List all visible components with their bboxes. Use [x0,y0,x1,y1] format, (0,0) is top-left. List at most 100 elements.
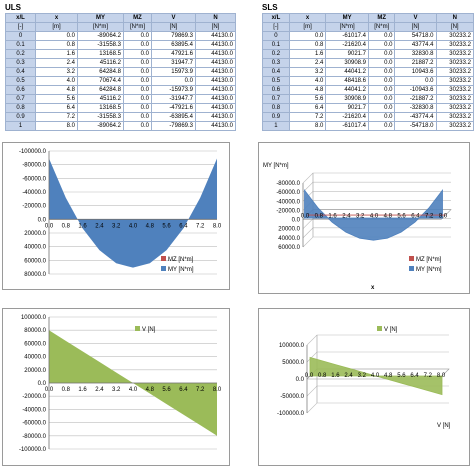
table-cell[interactable]: 30233.2 [435,85,474,95]
table-cell[interactable]: 30233.2 [435,67,474,77]
table-cell[interactable]: 10943.6 [394,67,437,77]
table-cell[interactable]: [m] [35,22,78,32]
table-cell[interactable]: -54718.0 [394,121,437,131]
table-cell[interactable]: 0.0 [123,31,152,41]
sls-moment-chart[interactable]: -80000.0 -60000.0 -40000.0 -20000.0 0.0 20000… [258,142,470,294]
table-cell[interactable]: 0.8 [262,103,290,113]
table-cell[interactable]: 0.7 [262,94,290,104]
table-cell[interactable]: -21887.2 [394,94,437,104]
table-cell[interactable]: -31558.3 [77,40,124,50]
table-cell[interactable]: 44041.2 [325,67,370,77]
table-cell[interactable]: 0.9 [262,112,290,122]
table-cell[interactable]: 4.8 [35,85,78,95]
table-cell[interactable]: 0.0 [368,94,396,104]
table-cell[interactable]: -43774.4 [394,112,437,122]
table-cell[interactable]: -79869.3 [151,121,196,131]
table-cell[interactable]: 0.0 [368,103,396,113]
table-cell[interactable]: 1 [262,121,290,131]
table-cell[interactable]: 0.4 [262,67,290,77]
table-cell[interactable]: 0.0 [368,58,396,68]
table-cell[interactable]: 30908.9 [325,94,370,104]
table-cell[interactable]: 0.0 [151,76,196,86]
table-cell[interactable]: 0.0 [123,85,152,95]
table-cell[interactable]: 7.2 [35,112,78,122]
table-cell[interactable]: 30233.2 [435,40,474,50]
table-cell[interactable]: 15973.9 [151,67,196,77]
table-cell[interactable]: MZ [123,13,152,23]
table-cell[interactable]: -15973.9 [151,85,196,95]
table-cell[interactable]: [N*m] [325,22,370,32]
table-cell[interactable]: 0.6 [5,85,36,95]
table-cell[interactable]: 6.4 [288,103,327,113]
table-cell[interactable]: 30233.2 [435,49,474,59]
table-cell[interactable]: 0.0 [123,121,152,131]
table-cell[interactable]: 13168.5 [77,103,124,113]
table-cell[interactable]: [N*m] [123,22,152,32]
table-cell[interactable]: -89064.2 [77,121,124,131]
uls-shear-chart[interactable]: 100000.0 80000.0 60000.0 40000.0 20000.0 0.0-… [2,308,230,466]
table-cell[interactable]: 5.6 [288,94,327,104]
table-cell[interactable]: 44130.0 [195,67,236,77]
table-cell[interactable]: [N] [394,22,437,32]
table-cell[interactable]: 0.0 [368,49,396,59]
table-cell[interactable]: 13168.5 [77,49,124,59]
table-cell[interactable]: 70674.4 [77,76,124,86]
table-cell[interactable]: x/L [5,13,36,23]
table-cell[interactable]: 0.0 [394,76,437,86]
table-cell[interactable]: 1.6 [35,49,78,59]
table-cell[interactable]: -10943.6 [394,85,437,95]
table-cell[interactable]: 48418.6 [325,76,370,86]
table-cell[interactable]: 0.6 [262,85,290,95]
table-cell[interactable]: [-] [262,22,290,32]
table-cell[interactable]: 0.8 [5,103,36,113]
table-cell[interactable]: x [35,13,78,23]
table-cell[interactable]: 44130.0 [195,76,236,86]
table-cell[interactable]: 0.0 [123,94,152,104]
table-cell[interactable]: 0.8 [35,40,78,50]
table-cell[interactable]: 0.0 [35,31,78,41]
table-cell[interactable]: 30233.2 [435,58,474,68]
table-cell[interactable]: x/L [262,13,290,23]
table-cell[interactable]: 43774.4 [394,40,437,50]
table-cell[interactable]: 44130.0 [195,112,236,122]
table-cell[interactable]: 30233.2 [435,121,474,131]
uls-moment-chart[interactable]: -100000.0 -80000.0 -60000.0 -40000.0 -20000.… [2,142,230,290]
table-cell[interactable]: 30233.2 [435,112,474,122]
table-cell[interactable]: 0.5 [5,76,36,86]
table-cell[interactable]: 30233.2 [435,103,474,113]
table-cell[interactable]: 54718.0 [394,31,437,41]
table-cell[interactable]: 0.0 [368,121,396,131]
table-cell[interactable]: 3.2 [35,67,78,77]
table-cell[interactable]: 0.0 [288,31,327,41]
table-cell[interactable]: 44130.0 [195,85,236,95]
table-cell[interactable]: 44130.0 [195,94,236,104]
table-cell[interactable]: MY [325,13,370,23]
table-cell[interactable]: [m] [288,22,327,32]
table-cell[interactable]: 0.4 [5,67,36,77]
table-cell[interactable]: 0.0 [368,40,396,50]
table-cell[interactable]: 3.2 [288,67,327,77]
table-cell[interactable]: 64284.8 [77,67,124,77]
table-cell[interactable]: 0 [262,31,290,41]
table-cell[interactable]: 44130.0 [195,121,236,131]
table-cell[interactable]: 0.0 [368,67,396,77]
table-cell[interactable]: 9021.7 [325,49,370,59]
table-cell[interactable]: 44130.0 [195,31,236,41]
table-cell[interactable]: [N*m] [77,22,124,32]
table-cell[interactable]: V [394,13,437,23]
table-cell[interactable]: 44130.0 [195,58,236,68]
table-cell[interactable]: 0 [5,31,36,41]
table-cell[interactable]: -31947.7 [151,94,196,104]
table-cell[interactable]: 0.3 [5,58,36,68]
table-cell[interactable]: -32830.8 [394,103,437,113]
table-cell[interactable]: 0.0 [123,40,152,50]
table-cell[interactable]: 30908.9 [325,58,370,68]
table-cell[interactable]: -63895.4 [151,112,196,122]
table-cell[interactable]: 2.4 [288,58,327,68]
table-cell[interactable]: 4.0 [288,76,327,86]
table-cell[interactable]: x [288,13,327,23]
table-cell[interactable]: [N] [151,22,196,32]
table-cell[interactable]: 47921.6 [151,49,196,59]
table-cell[interactable]: MZ [368,13,396,23]
table-cell[interactable]: 0.0 [123,67,152,77]
